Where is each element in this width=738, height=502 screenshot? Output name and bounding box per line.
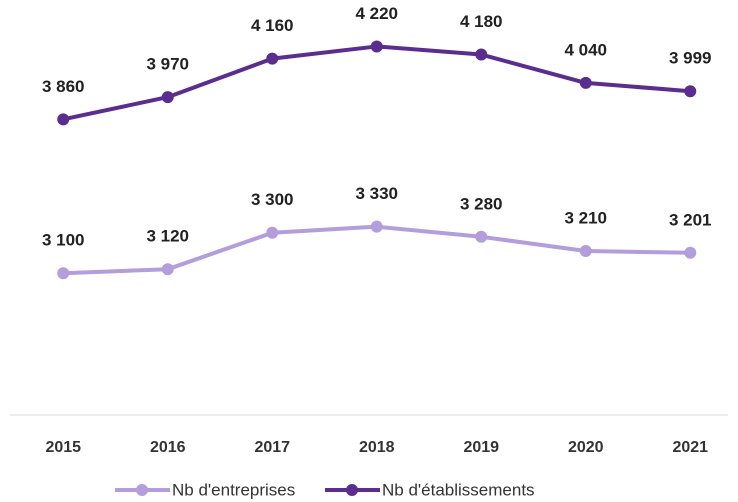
point [266, 52, 279, 65]
point [370, 40, 383, 53]
point [161, 263, 174, 276]
point [684, 85, 697, 98]
x-tick-label: 2016 [150, 439, 186, 456]
point [475, 48, 488, 61]
data-label: 3 120 [146, 227, 189, 246]
data-label: 3 100 [42, 231, 85, 250]
data-label: 3 330 [355, 184, 398, 203]
legend-marker [346, 484, 358, 496]
point [266, 226, 279, 239]
point [370, 220, 383, 233]
point [161, 91, 174, 104]
point [579, 244, 592, 257]
data-label: 3 210 [564, 208, 607, 227]
x-tick-label: 2020 [568, 439, 604, 456]
x-tick-label: 2015 [45, 439, 81, 456]
data-label: 3 999 [669, 49, 712, 68]
x-tick-label: 2021 [672, 439, 708, 456]
x-tick-label: 2017 [254, 439, 290, 456]
data-label: 3 280 [460, 194, 503, 213]
legend-label: Nb d'établissements [382, 480, 535, 499]
point [57, 113, 70, 126]
data-label: 3 860 [42, 77, 85, 96]
data-label: 4 220 [355, 4, 398, 23]
data-label: 4 180 [460, 12, 503, 31]
x-tick-label: 2018 [359, 439, 395, 456]
data-label: 3 300 [251, 190, 294, 209]
point [579, 76, 592, 89]
data-label: 4 160 [251, 16, 294, 35]
data-label: 4 040 [564, 40, 607, 59]
legend-marker [136, 484, 148, 496]
point [57, 267, 70, 280]
point [684, 246, 697, 259]
data-label: 3 201 [669, 210, 712, 229]
legend-label: Nb d'entreprises [172, 480, 295, 499]
data-label: 3 970 [146, 55, 189, 74]
x-tick-label: 2019 [463, 439, 499, 456]
point [475, 230, 488, 243]
